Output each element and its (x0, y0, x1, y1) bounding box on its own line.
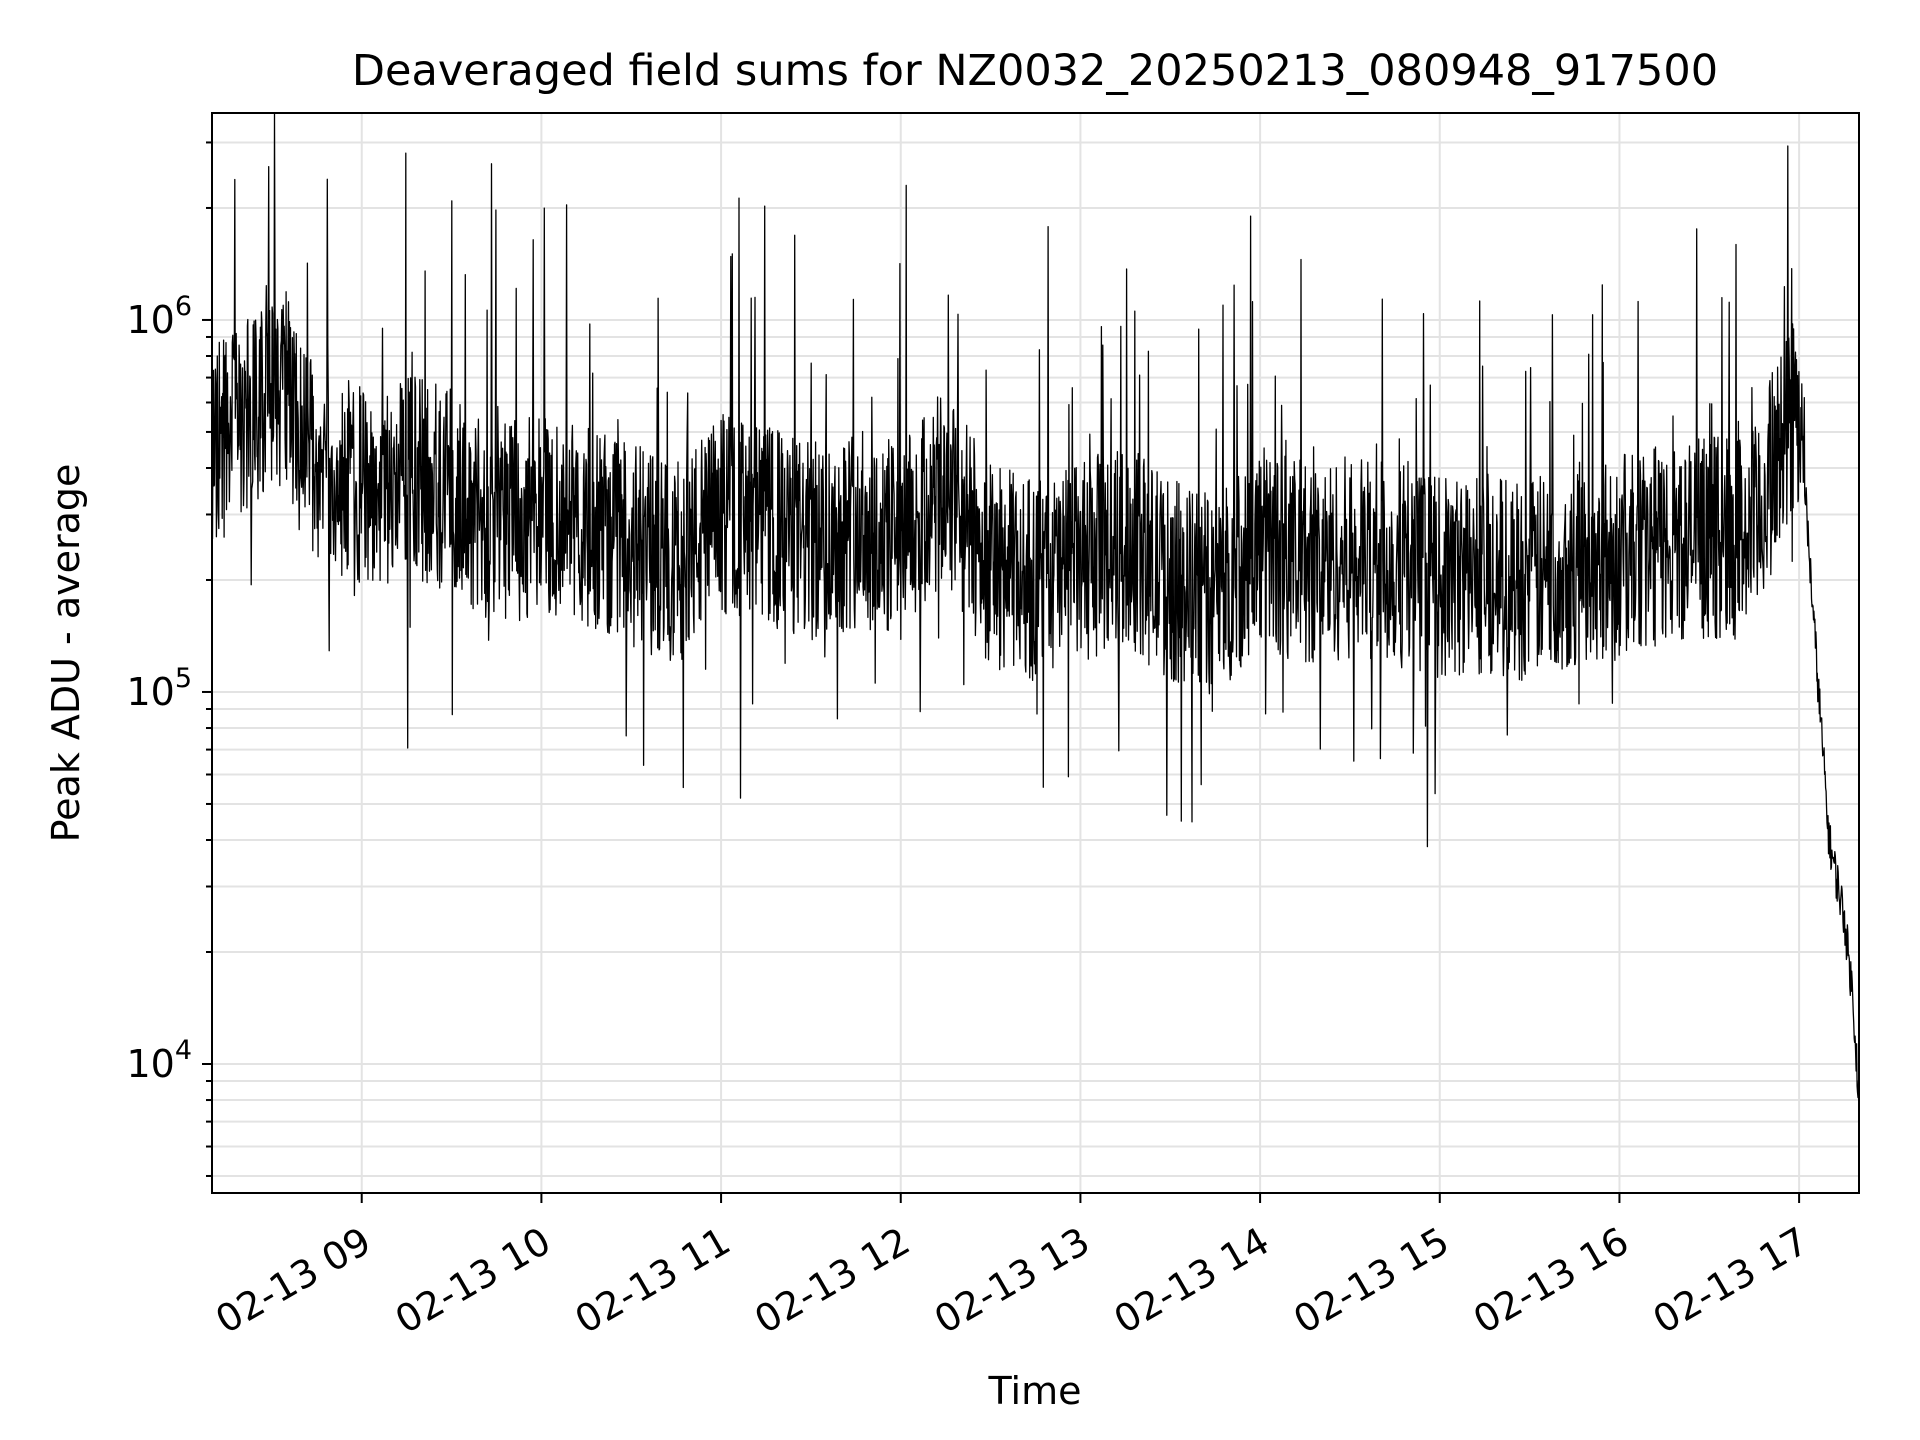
x-axis-label: Time (988, 1369, 1082, 1413)
plot-frame (211, 112, 1860, 1194)
plot-area (211, 112, 1860, 1099)
series-line (211, 112, 1860, 1099)
chart-title: Deaveraged field sums for NZ0032_2025021… (352, 46, 1718, 96)
y-tick-base: 10 (126, 1042, 174, 1086)
y-tick-base: 10 (126, 298, 174, 342)
y-tick-exponent: 5 (175, 663, 192, 694)
grid (212, 113, 1859, 1193)
y-axis-label: Peak ADU - average (44, 464, 88, 843)
y-tick-label: 106 (126, 291, 192, 342)
y-tick-label: 104 (126, 1035, 192, 1086)
y-tick-label: 105 (126, 663, 192, 714)
y-tick-exponent: 6 (175, 291, 192, 322)
y-tick-base: 10 (126, 670, 174, 714)
y-tick-exponent: 4 (175, 1035, 192, 1066)
